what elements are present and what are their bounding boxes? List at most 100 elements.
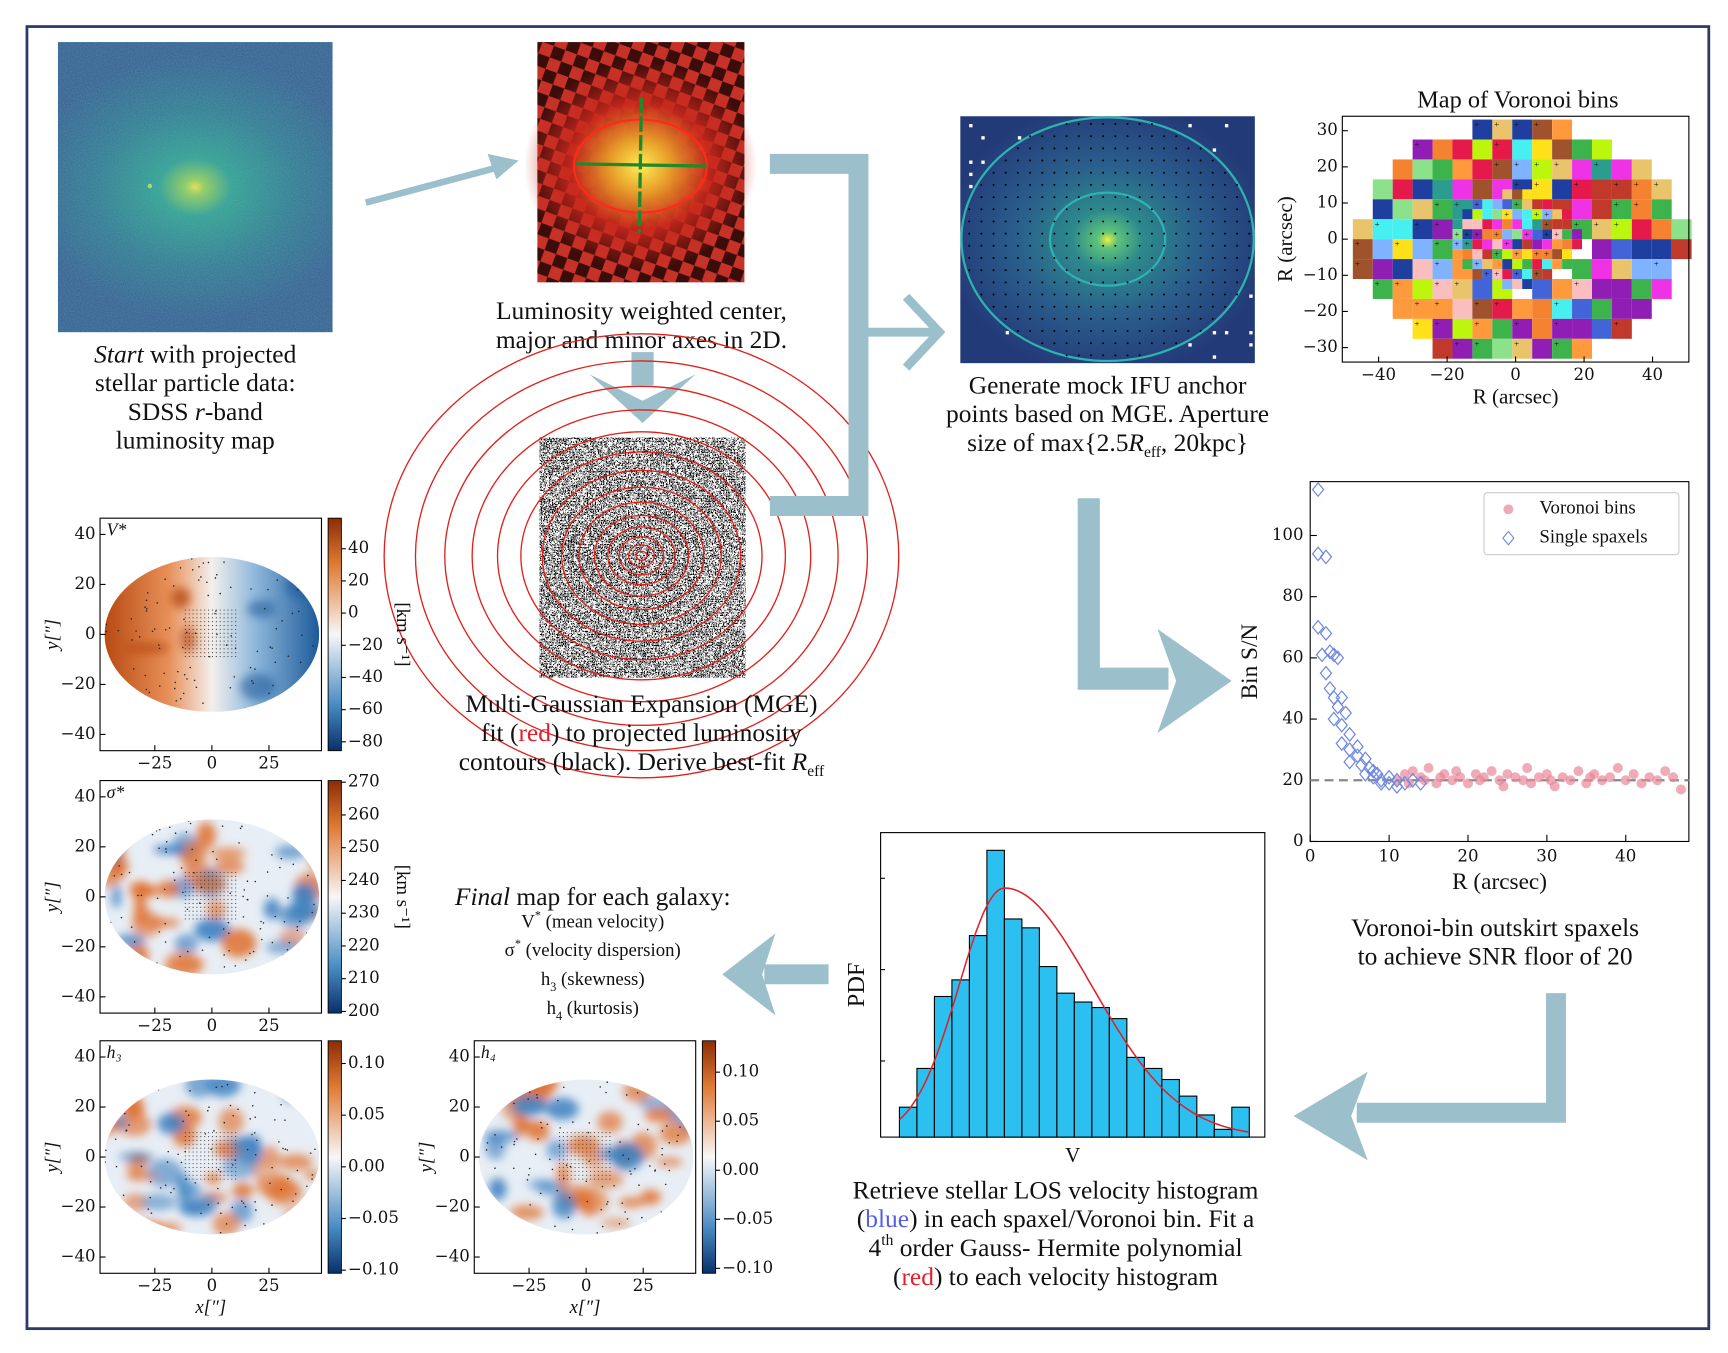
anchor	[1029, 232, 1032, 235]
dot	[211, 1132, 213, 1134]
tile	[1532, 318, 1553, 339]
colorbar-label: [km s⁻¹]	[392, 602, 413, 666]
dot	[184, 625, 186, 627]
dot	[513, 1140, 516, 1143]
dot	[235, 1178, 237, 1180]
anchor	[1077, 244, 1080, 247]
dot	[284, 1148, 287, 1150]
anchor	[1223, 232, 1226, 235]
anchor	[1016, 244, 1019, 247]
point	[1502, 769, 1513, 780]
dot	[215, 628, 217, 630]
anchor	[1175, 256, 1178, 259]
point	[1319, 625, 1333, 641]
dot	[267, 588, 269, 591]
anchor	[1102, 208, 1105, 211]
x-tick-label: 0	[207, 1276, 218, 1295]
tile	[1392, 159, 1413, 180]
blob	[483, 1129, 519, 1143]
anchor	[1150, 281, 1153, 284]
dot	[219, 1159, 221, 1161]
pixel	[1005, 331, 1010, 335]
anchor	[1114, 354, 1117, 357]
plus: +	[1474, 299, 1479, 309]
dot	[280, 857, 283, 860]
anchor	[1053, 281, 1056, 284]
x-tick-label: 25	[258, 1016, 279, 1035]
anchor	[1102, 305, 1105, 308]
dot	[256, 650, 259, 653]
dot	[582, 1178, 584, 1180]
dot	[227, 891, 229, 893]
dot	[196, 891, 198, 893]
dot	[204, 1159, 206, 1161]
colorbar-tick-label: 0.10	[348, 1053, 385, 1072]
dot	[537, 1138, 539, 1140]
point	[1620, 775, 1631, 786]
anchor	[992, 293, 995, 296]
plus: +	[1574, 279, 1579, 289]
dot	[254, 1153, 257, 1156]
dot	[215, 879, 217, 881]
anchor	[1114, 232, 1117, 235]
dot	[219, 1135, 221, 1138]
dot	[231, 891, 233, 893]
dot	[208, 902, 210, 905]
dot	[223, 625, 225, 627]
tile	[1432, 298, 1453, 319]
anchor	[1187, 183, 1190, 186]
anchor	[1053, 208, 1056, 211]
dot	[211, 887, 213, 889]
dot	[574, 1155, 576, 1157]
dot	[562, 1132, 564, 1134]
dot	[235, 1139, 237, 1141]
pixel	[981, 160, 985, 164]
dot	[200, 1166, 202, 1169]
dot	[219, 1174, 221, 1176]
anchor	[1102, 354, 1105, 357]
tile	[1572, 259, 1592, 280]
dot	[184, 1139, 186, 1141]
dot	[661, 1153, 663, 1156]
anchor	[1029, 147, 1032, 150]
blob	[221, 928, 257, 958]
anchor	[1114, 196, 1117, 199]
dot	[286, 948, 289, 951]
dot	[211, 652, 213, 654]
dot	[227, 895, 229, 897]
dot	[227, 1143, 229, 1145]
dot	[188, 1147, 190, 1149]
tile	[1502, 249, 1513, 260]
dot	[222, 928, 225, 930]
dot	[204, 1174, 206, 1176]
blob	[170, 587, 191, 609]
dot	[601, 1155, 603, 1157]
dot	[231, 914, 233, 916]
anchor	[1187, 220, 1190, 223]
dot	[215, 656, 217, 658]
tile	[1502, 219, 1513, 230]
dot	[182, 692, 185, 695]
pixel	[1249, 294, 1253, 298]
contour	[560, 486, 722, 626]
dot	[196, 899, 198, 901]
anchor	[1102, 220, 1105, 223]
dot	[227, 875, 229, 877]
dot	[215, 1155, 217, 1157]
dot	[677, 1134, 679, 1137]
dot	[223, 875, 225, 877]
dot	[211, 1159, 213, 1161]
dot	[151, 833, 154, 836]
dot	[227, 613, 229, 615]
dot	[605, 1163, 607, 1165]
dot	[219, 617, 221, 619]
dot	[609, 1139, 611, 1141]
point	[1343, 754, 1356, 770]
dot	[593, 1170, 595, 1172]
point	[1319, 665, 1333, 681]
dot	[590, 1178, 592, 1180]
anchor	[1102, 196, 1105, 199]
pixel	[1017, 136, 1022, 140]
dot	[574, 1166, 576, 1169]
point	[1311, 619, 1325, 635]
